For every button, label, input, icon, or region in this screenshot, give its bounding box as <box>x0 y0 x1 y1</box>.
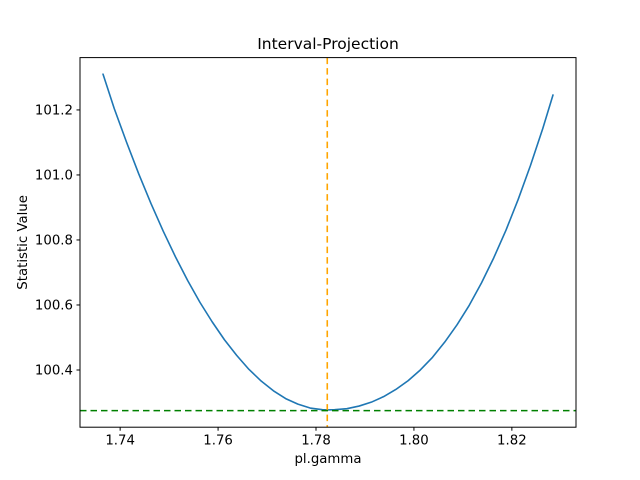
y-tick-label: 100.4 <box>35 364 73 379</box>
x-tick-label: 1.82 <box>497 434 527 449</box>
x-axis-label: pl.gamma <box>294 452 361 467</box>
y-axis-label: Statistic Value <box>16 195 31 290</box>
y-tick-label: 101.0 <box>35 169 73 184</box>
y-tick-label: 100.8 <box>35 234 73 249</box>
plot-border <box>79 57 577 428</box>
x-tick-label: 1.78 <box>301 434 331 449</box>
y-tick-label: 100.6 <box>35 299 73 314</box>
y-tick-label: 101.2 <box>35 104 73 119</box>
chart-title: Interval-Projection <box>257 35 399 53</box>
x-tick-label: 1.80 <box>399 434 429 449</box>
plot-area: 1.74 1.76 1.78 1.80 1.82 100.4 100.6 100.8 101.0… <box>35 57 577 449</box>
x-tick-label: 1.76 <box>203 434 233 449</box>
x-tick-label: 1.74 <box>105 434 135 449</box>
